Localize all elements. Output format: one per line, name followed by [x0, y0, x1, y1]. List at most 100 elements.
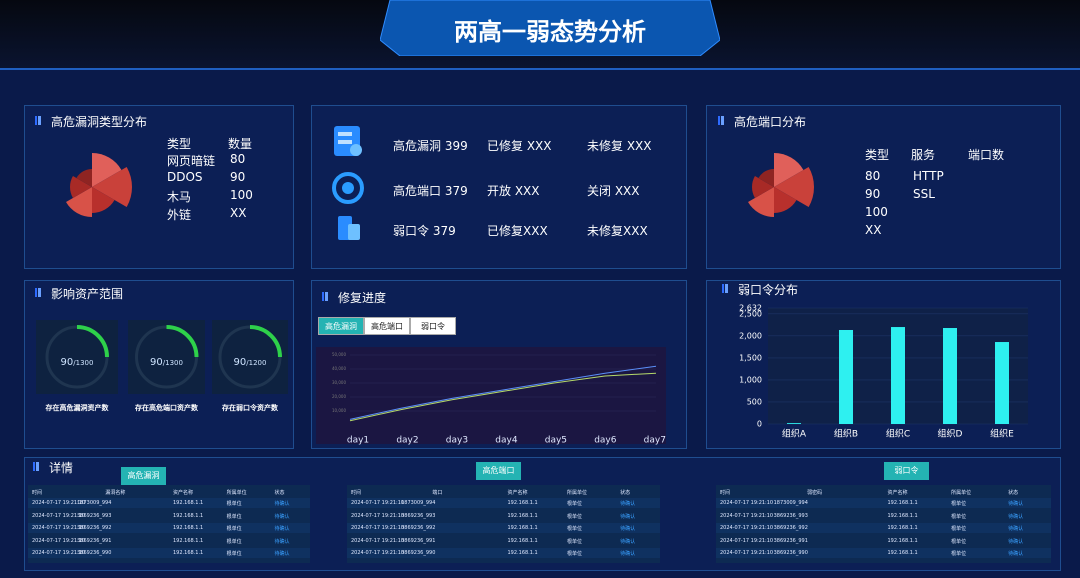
tab[interactable]: 高危漏洞: [121, 467, 166, 485]
panel-title: 修复进度: [321, 291, 387, 305]
table-cell: 根单位: [951, 526, 967, 532]
x-tick-label: 组织E: [990, 428, 1014, 440]
summary-text: 高危端口 379: [393, 184, 468, 198]
table-cell: 3869236_991: [773, 537, 808, 544]
table-cell: 192.168.1.1: [507, 550, 538, 556]
rose-sector: [70, 176, 92, 198]
table-row: [716, 535, 1051, 546]
tab[interactable]: 高危端口: [476, 462, 521, 480]
table-cell: 待确认: [1008, 513, 1024, 520]
gauge: [218, 325, 282, 389]
tab[interactable]: 弱口令: [410, 317, 456, 335]
gauge-arc: [249, 325, 282, 358]
gauge-value: 90: [60, 357, 74, 368]
table-header: 所属单位: [951, 490, 972, 496]
table-cell: 80: [230, 152, 246, 166]
table-cell: 100: [230, 188, 253, 202]
table-header: 端口数: [968, 148, 1005, 162]
table-cell: 待确认: [620, 501, 636, 507]
panel-title: 高危端口分布: [717, 115, 807, 129]
table-header: 资产名称: [173, 490, 194, 496]
table-row: [347, 498, 660, 508]
table-row: [347, 510, 660, 521]
table-cell: 3869236_990: [773, 550, 808, 556]
bar: [839, 329, 853, 424]
summary-text: 已修复XXX: [487, 224, 548, 238]
table-row: [716, 548, 1051, 558]
y-tick-label: 50,000: [332, 352, 346, 357]
table-cell: 1873009_994: [77, 500, 112, 506]
table-cell: 根单位: [566, 513, 582, 520]
table-cell: 192.168.1.1: [173, 525, 204, 531]
table-cell: 待确认: [1008, 551, 1024, 557]
summary-text: 关闭 XXX: [587, 184, 640, 198]
table-cell: 192.168.1.1: [173, 537, 204, 544]
table-row: [28, 510, 310, 521]
table-cell: 根单位: [951, 513, 967, 520]
summary-text: 弱口令 379: [393, 224, 456, 238]
table-cell: 根单位: [226, 526, 242, 532]
table-cell: XX: [865, 223, 882, 237]
table-row: [28, 548, 310, 558]
table-cell: 待确认: [1008, 526, 1024, 532]
table-cell: 2024-07-17 19:21:10: [32, 512, 86, 519]
table-cell: 根单位: [566, 501, 582, 507]
table-cell: 2024-07-17 19:21:10: [351, 500, 405, 506]
table-header: 漏洞名称: [105, 490, 126, 496]
bar: [787, 423, 801, 424]
gauge-box: [36, 320, 118, 394]
rose-sector: [748, 187, 774, 217]
tab[interactable]: 弱口令: [884, 462, 929, 480]
table-cell: 根单位: [951, 551, 967, 557]
rose-sector: [752, 176, 774, 198]
table-cell: 192.168.1.1: [887, 537, 918, 544]
x-tick-label: day4: [495, 436, 518, 446]
rose-sector: [92, 167, 132, 207]
gauge: [135, 325, 199, 389]
chart-bg: [316, 347, 666, 444]
title-plate: [380, 0, 720, 56]
y-tick-label: 40,000: [332, 366, 346, 371]
table-cell: 待确认: [274, 526, 290, 532]
gauge-value: 90: [233, 357, 247, 368]
tab[interactable]: 高危漏洞: [318, 317, 364, 335]
table-header: 资产名称: [887, 490, 908, 496]
table-row: [347, 548, 660, 558]
rose-sector: [92, 153, 122, 187]
table-cell: 3869236_991: [77, 537, 112, 544]
table-cell: 192.168.1.1: [173, 550, 204, 556]
table-cell: 192.168.1.1: [507, 537, 538, 544]
table-cell: 192.168.1.1: [173, 512, 204, 519]
gauge-text: 90/1300: [128, 350, 205, 369]
summary-text: 开放 XXX: [487, 184, 540, 198]
line-chart: 10,000 20,000 30,000 40,000 50,000 day1 day2 da…: [332, 352, 666, 446]
table-cell: 根单位: [566, 551, 582, 557]
table-header: 状态: [620, 490, 631, 496]
gauge-arc: [166, 325, 199, 358]
gauge-total: /1300: [162, 359, 183, 367]
y-tick-label: 30,000: [332, 380, 346, 385]
table-cell: 待确认: [620, 551, 636, 557]
table-cell: 2024-07-17 19:21:10: [32, 537, 86, 544]
bar: [891, 327, 905, 424]
line-series: [349, 365, 657, 420]
table-cell: 2024-07-17 19:21:10: [720, 550, 774, 556]
table-cell: 192.168.1.1: [887, 500, 918, 506]
table-row: [716, 523, 1051, 533]
gauge-arc: [76, 325, 109, 358]
table-row: [28, 523, 310, 533]
table-row: [28, 535, 310, 546]
table-row: [716, 498, 1051, 508]
summary-text: 未修复XXX: [587, 224, 648, 238]
line-series: [349, 372, 657, 422]
table-cell: DDOS: [167, 170, 203, 184]
table-header: 时间: [351, 490, 362, 496]
table-cell: 待确认: [1008, 538, 1024, 545]
tab[interactable]: 高危端口: [364, 317, 410, 335]
y-tick-label: 500: [747, 397, 762, 406]
rose-sector: [774, 167, 814, 207]
x-tick-label: day6: [594, 436, 617, 446]
gauge-text: 90/1300: [36, 350, 118, 369]
table-row: [28, 498, 310, 508]
